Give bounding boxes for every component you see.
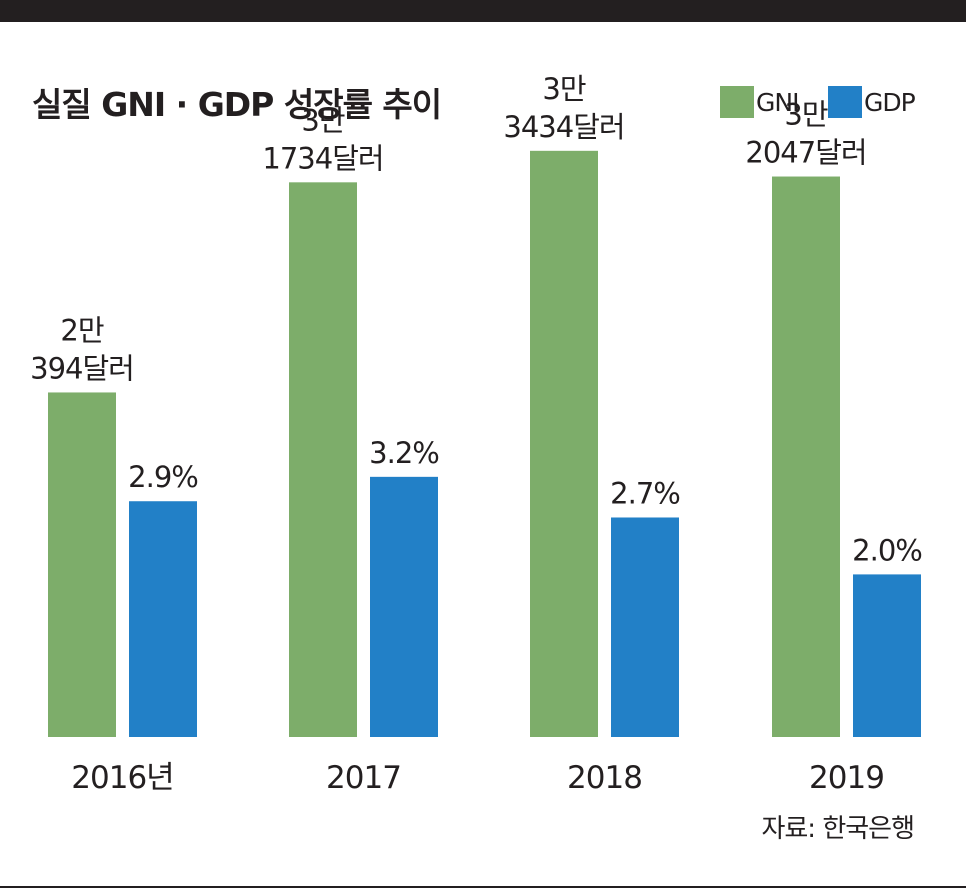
gdp-value-label-0: 2.9% (128, 460, 198, 494)
gni-value-label-1-0: 3만 (301, 103, 344, 137)
legend-label-gni: GNI (756, 87, 799, 117)
gni-value-label-1-1: 1734달러 (262, 141, 383, 175)
gdp-value-label-1: 3.2% (369, 436, 439, 470)
gdp-value-label-3: 2.0% (852, 533, 922, 567)
gni-value-label-0-0: 2만 (60, 313, 103, 347)
bar-gni-0 (48, 392, 116, 737)
gni-value-label-2-0: 3만 (542, 72, 585, 106)
x-tick-label-3: 2019 (809, 760, 884, 796)
gni-value-label-3-1: 2047달러 (745, 136, 866, 170)
bar-gdp-2 (611, 517, 679, 737)
bar-gdp-1 (370, 476, 438, 737)
source-note: 자료: 한국은행 (761, 814, 915, 844)
legend-label-gdp: GDP (864, 87, 916, 117)
top-bar (0, 0, 966, 22)
gni-value-label-3-0: 3만 (784, 98, 827, 132)
x-tick-label-0: 2016년 (71, 760, 173, 796)
bar-gni-1 (289, 182, 357, 737)
legend-swatch-gdp (828, 86, 862, 118)
bar-gni-2 (530, 150, 598, 738)
legend-item-gdp: GDP (828, 86, 916, 118)
legend-swatch-gni (720, 86, 754, 118)
bottom-rule (0, 886, 966, 888)
gni-value-label-0-1: 394달러 (30, 351, 134, 385)
gdp-value-label-2: 2.7% (610, 476, 680, 510)
bar-gdp-3 (853, 574, 921, 737)
x-tick-label-1: 2017 (326, 760, 401, 796)
x-tick-label-2: 2018 (567, 760, 642, 796)
chart-title: 실질 GNI · GDP 성장률 추이 (32, 85, 442, 124)
gni-value-label-2-1: 3434달러 (503, 110, 624, 144)
bar-gdp-0 (129, 501, 197, 737)
bar-gni-3 (772, 176, 840, 738)
legend-item-gni: GNI (720, 86, 799, 118)
